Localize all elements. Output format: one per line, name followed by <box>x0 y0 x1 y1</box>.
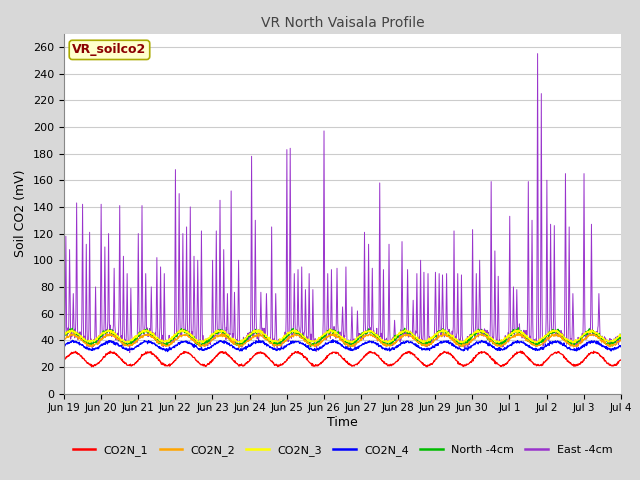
CO2N_2 <box>308 343 316 348</box>
CO2N_2 <box>60 336 68 342</box>
Line: North -4cm: North -4cm <box>64 328 621 347</box>
CO2N_3 <box>296 331 304 336</box>
CO2N_4 <box>318 344 326 350</box>
CO2N_2 <box>617 337 625 343</box>
North -4cm <box>318 336 326 342</box>
CO2N_1 <box>377 356 385 361</box>
East -4cm <box>103 330 111 336</box>
Legend: CO2N_1, CO2N_2, CO2N_3, CO2N_4, North -4cm, East -4cm: CO2N_1, CO2N_2, CO2N_3, CO2N_4, North -4… <box>68 440 616 460</box>
East -4cm <box>126 349 134 355</box>
Y-axis label: Soil CO2 (mV): Soil CO2 (mV) <box>15 170 28 257</box>
Line: CO2N_1: CO2N_1 <box>64 351 621 367</box>
East -4cm <box>297 329 305 335</box>
CO2N_1 <box>103 351 111 357</box>
CO2N_4 <box>60 343 68 349</box>
CO2N_2 <box>378 338 385 344</box>
East -4cm <box>126 331 134 337</box>
CO2N_3 <box>318 333 326 339</box>
East -4cm <box>534 51 541 57</box>
North -4cm <box>378 338 385 344</box>
East -4cm <box>308 334 316 340</box>
East -4cm <box>318 334 326 339</box>
CO2N_3 <box>60 333 68 339</box>
CO2N_1 <box>516 348 524 354</box>
CO2N_1 <box>60 357 68 363</box>
CO2N_3 <box>617 333 625 338</box>
North -4cm <box>515 325 522 331</box>
CO2N_1 <box>318 359 326 365</box>
CO2N_4 <box>103 338 111 344</box>
CO2N_2 <box>235 345 243 350</box>
CO2N_2 <box>126 342 134 348</box>
North -4cm <box>126 342 134 348</box>
CO2N_4 <box>164 348 172 354</box>
CO2N_3 <box>378 336 385 342</box>
CO2N_2 <box>440 330 447 336</box>
CO2N_3 <box>531 340 538 346</box>
Line: CO2N_3: CO2N_3 <box>64 329 621 343</box>
CO2N_4 <box>617 344 625 349</box>
CO2N_3 <box>308 338 316 344</box>
CO2N_1 <box>423 364 431 370</box>
Line: East -4cm: East -4cm <box>64 54 621 352</box>
CO2N_2 <box>103 333 111 338</box>
North -4cm <box>60 334 68 340</box>
CO2N_3 <box>126 338 134 344</box>
North -4cm <box>308 341 316 347</box>
Title: VR North Vaisala Profile: VR North Vaisala Profile <box>260 16 424 30</box>
CO2N_4 <box>329 337 337 343</box>
Text: VR_soilco2: VR_soilco2 <box>72 43 147 56</box>
North -4cm <box>103 327 111 333</box>
East -4cm <box>617 333 625 338</box>
CO2N_4 <box>126 346 134 352</box>
CO2N_1 <box>617 357 625 363</box>
North -4cm <box>236 344 244 349</box>
CO2N_2 <box>297 333 305 339</box>
Line: CO2N_2: CO2N_2 <box>64 333 621 348</box>
East -4cm <box>60 330 68 336</box>
CO2N_4 <box>378 344 385 349</box>
CO2N_4 <box>297 339 305 345</box>
Line: CO2N_4: CO2N_4 <box>64 340 621 351</box>
East -4cm <box>378 330 385 336</box>
CO2N_3 <box>326 326 334 332</box>
North -4cm <box>297 333 305 339</box>
X-axis label: Time: Time <box>327 416 358 429</box>
CO2N_1 <box>308 360 316 366</box>
CO2N_3 <box>103 328 111 334</box>
CO2N_1 <box>296 350 304 356</box>
CO2N_1 <box>126 362 134 368</box>
CO2N_4 <box>308 347 316 353</box>
North -4cm <box>617 333 625 339</box>
CO2N_2 <box>318 339 326 345</box>
